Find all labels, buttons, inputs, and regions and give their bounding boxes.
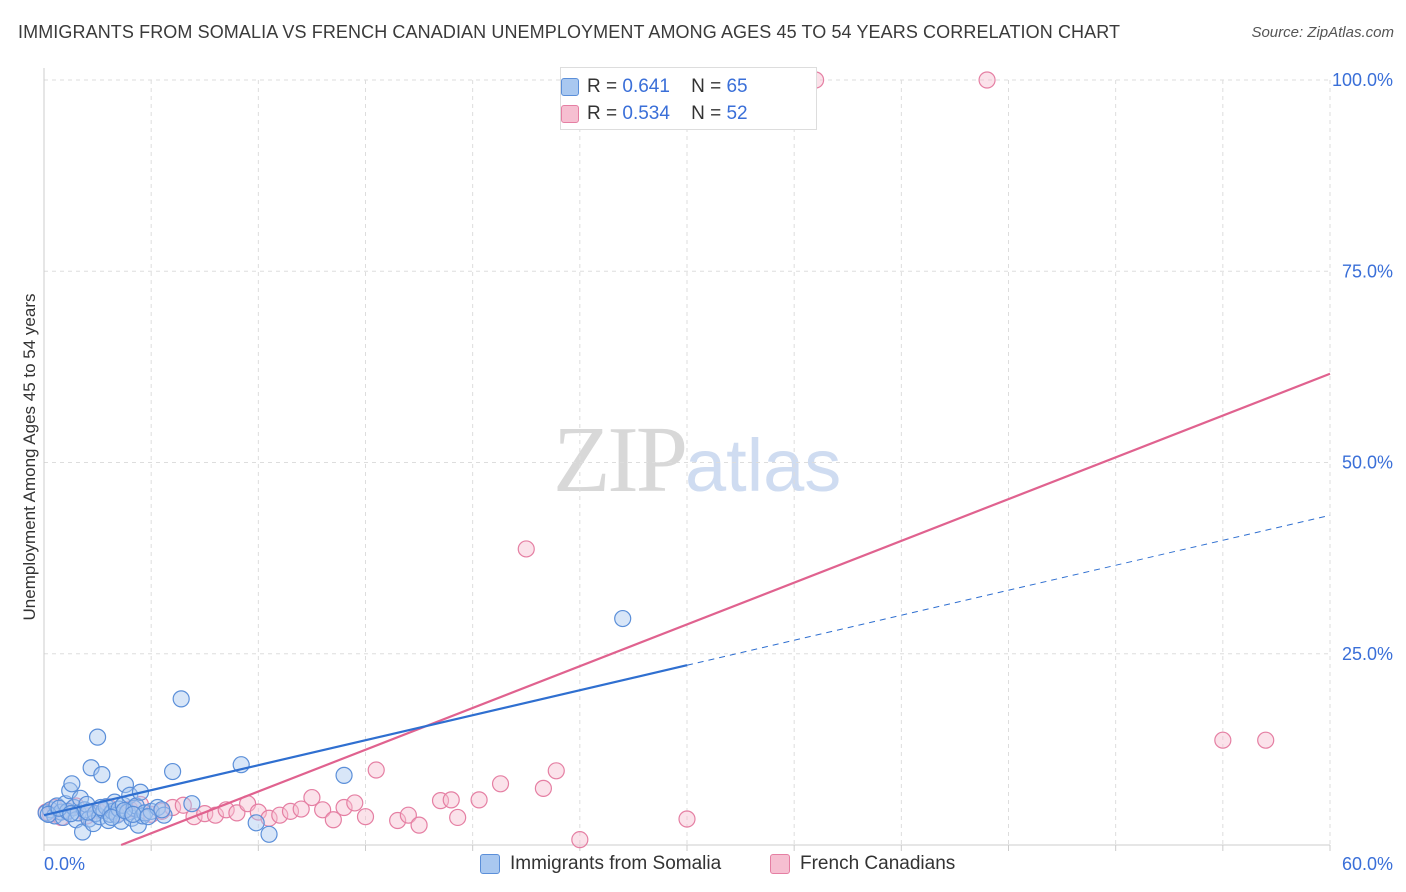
somalia-legend-swatch (480, 854, 500, 874)
somalia-point (335, 766, 353, 784)
stats-row-french-canadians: R = 0.534 N = 52 (561, 103, 748, 125)
legend-label-french-canadians: French Canadians (800, 853, 956, 874)
french-canadians-point (314, 801, 332, 819)
somalia-point (247, 814, 265, 832)
chart-title: IMMIGRANTS FROM SOMALIA VS FRENCH CANADI… (18, 22, 1121, 42)
french-canadians-point (346, 794, 364, 812)
french-canadians-point (547, 762, 565, 780)
somalia-trend-line (43, 664, 688, 817)
somalia-point (164, 762, 182, 781)
ticks-layer: 25.0% 50.0% 75.0% 100.0% 0.0% 60.0% (44, 70, 1393, 874)
french-canadians-point (1214, 731, 1232, 749)
legend-label-somalia: Immigrants from Somalia (510, 853, 722, 874)
somalia-point (172, 690, 190, 708)
x-tick-label: 60.0% (1342, 854, 1393, 874)
r-value: 0.641 (622, 76, 670, 97)
somalia-point (93, 766, 111, 784)
stats-row-somalia: R = 0.641 N = 65 (561, 76, 748, 98)
french-canadians-point (324, 811, 342, 829)
french-canadians-point (399, 806, 417, 824)
y-tick-label: 50.0% (1342, 453, 1393, 473)
n-value: 52 (726, 103, 748, 124)
somalia-point (124, 805, 142, 824)
french-canadians-legend-swatch (770, 854, 790, 874)
source-label: Source: ZipAtlas.com (1251, 24, 1394, 41)
r-label: R = (587, 103, 618, 124)
somalia-point (614, 609, 632, 628)
y-tick-label: 100.0% (1332, 70, 1393, 90)
french-canadians-point (442, 791, 460, 809)
somalia-swatch (561, 78, 579, 96)
x-tick-label: 0.0% (44, 854, 85, 874)
legend-item-french-canadians: French Canadians (770, 852, 955, 876)
french-canadians-point (517, 540, 535, 558)
n-value: 65 (726, 76, 748, 97)
french-canadians-point (303, 788, 321, 807)
french-canadians-points (37, 71, 1275, 849)
french-canadians-point (356, 808, 375, 826)
somalia-point (63, 775, 81, 793)
somalia-points (37, 609, 632, 843)
french-canadians-point (174, 796, 192, 814)
trend-lines (43, 372, 1331, 847)
french-canadians-point (249, 803, 267, 821)
french-canadians-trend-line (120, 372, 1331, 847)
stats-legend: R = 0.641 N = 65 R = 0.534 N = 52 (560, 67, 817, 130)
french-canadians-point (367, 761, 385, 779)
french-canadians-swatch (561, 105, 579, 123)
somalia-point (116, 775, 135, 794)
somalia-point (88, 728, 107, 746)
somalia-point (115, 801, 133, 820)
y-tick-label: 25.0% (1342, 644, 1393, 664)
french-canadians-point (491, 775, 510, 793)
r-value: 0.534 (622, 103, 670, 124)
n-label: N = (691, 76, 722, 97)
legend-item-somalia: Immigrants from Somalia (480, 852, 721, 876)
french-canadians-point (678, 810, 696, 828)
somalia-point (139, 808, 157, 826)
french-canadians-point (292, 800, 310, 818)
french-canadians-point (449, 808, 467, 827)
french-canadians-point (335, 798, 353, 817)
y-tick-label: 75.0% (1342, 261, 1393, 281)
french-canadians-point (978, 71, 996, 89)
somalia-trend-line-projection (686, 514, 1331, 666)
somalia-point (82, 759, 100, 777)
french-canadians-point (470, 791, 488, 809)
r-label: R = (587, 76, 618, 97)
french-canadians-point (571, 831, 589, 849)
n-label: N = (691, 103, 722, 124)
french-canadians-point (281, 802, 300, 820)
french-canadians-point (410, 816, 428, 834)
french-canadians-point (271, 806, 289, 824)
grid-layer (43, 68, 1331, 851)
french-canadians-point (534, 779, 552, 797)
somalia-point (183, 795, 201, 813)
french-canadians-point (1257, 731, 1275, 749)
somalia-point (260, 825, 278, 843)
french-canadians-point (196, 805, 214, 823)
somalia-point (153, 801, 171, 819)
french-canadians-point (389, 811, 407, 830)
